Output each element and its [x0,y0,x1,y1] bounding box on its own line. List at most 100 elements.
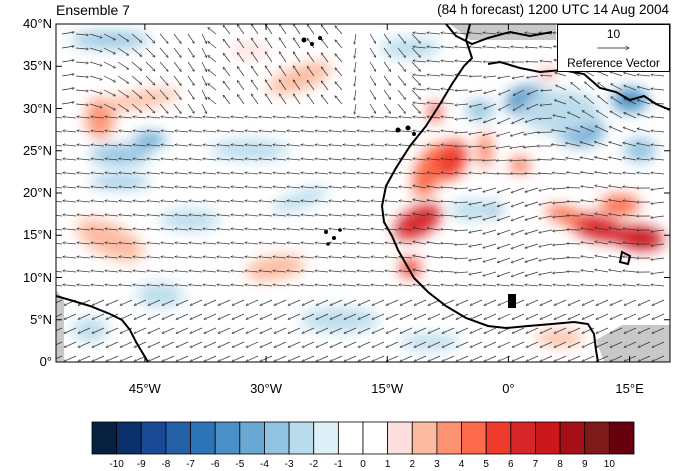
wind-arrow [321,53,329,63]
wind-arrow [371,145,385,147]
wind-arrow [538,173,553,174]
wind-arrow [223,25,231,35]
wind-arrow [56,173,63,175]
wind-arrow [133,243,147,245]
wind-arrow [623,127,637,133]
wind-arrow [274,327,287,333]
wind-arrow [265,80,273,91]
wind-arrow [483,271,497,276]
wind-arrow [91,117,105,119]
wind-arrow [343,257,357,259]
wind-arrow [77,215,91,217]
wind-arrow [134,327,147,333]
wind-arrow [189,257,203,259]
wind-arrow [568,355,581,361]
wind-arrow [371,257,385,259]
wind-arrow [441,117,455,119]
wind-arrow [553,244,567,245]
anomaly-patch [230,42,270,58]
wind-arrow [525,271,539,276]
wind-arrow [427,131,441,133]
wind-arrow [105,243,119,245]
wind-arrow [624,299,637,305]
wind-arrow [302,341,315,347]
wind-arrow [651,201,665,204]
wind-arrow [357,229,371,231]
wind-arrow [372,299,385,305]
wind-arrow [413,47,427,49]
wind-arrow [217,243,231,245]
wind-arrow [232,299,245,305]
wind-arrow [293,94,301,105]
figure-title: Ensemble 7 [56,2,130,18]
wind-arrow [63,145,77,147]
wind-arrow [369,33,376,43]
wind-arrow [567,188,581,189]
lat-label: 0° [39,354,52,369]
wind-arrow [159,33,168,43]
wind-arrow [173,103,181,113]
wind-arrow [427,242,441,245]
wind-arrow [203,271,217,273]
wind-arrow [638,87,651,91]
wind-arrow [208,84,217,91]
wind-arrow [413,200,427,203]
wind-arrow [75,34,88,35]
wind-arrow [469,61,483,63]
wind-arrow [385,117,399,119]
wind-arrow [190,299,203,305]
wind-arrow [638,299,651,305]
wind-arrow [162,327,175,333]
wind-arrow [64,355,77,361]
colorbar-label: 2 [409,459,416,470]
wind-arrow [315,159,329,161]
anomaly-patch [400,258,420,278]
wind-arrow [63,173,77,175]
wind-arrow [637,159,651,161]
wind-arrow [217,131,231,133]
wind-arrow [469,103,483,107]
wind-arrow [623,229,637,231]
wind-arrow [147,229,161,231]
wind-arrow [175,145,189,147]
wind-arrow [428,327,441,333]
wind-arrow [273,215,287,217]
wind-arrow [525,257,539,262]
wind-arrow [623,201,637,203]
wind-arrow [354,61,357,72]
wind-arrow [369,89,376,99]
wind-arrow [147,285,161,287]
wind-arrow [316,299,329,305]
wind-arrow [330,313,343,319]
colorbar-swatch [337,421,364,455]
wind-arrow [441,145,455,147]
wind-arrow [105,271,119,273]
wind-arrow [148,327,161,333]
wind-arrow [498,117,511,124]
wind-arrow [358,313,371,319]
wind-arrow [512,75,525,78]
wind-arrow [77,117,91,119]
wind-arrow [413,33,427,35]
wind-arrow [302,313,315,319]
wind-arrow [623,215,637,217]
wind-arrow [307,80,315,91]
wind-arrow [231,271,245,273]
wind-arrow [610,313,623,319]
colorbar-label: -4 [260,459,269,470]
wind-arrow [91,131,105,133]
wind-arrow [441,89,455,91]
wind-arrow [119,243,133,245]
wind-arrow [189,215,203,217]
anomaly-patch [300,308,380,332]
wind-arrow [455,202,469,203]
wind-arrow [541,75,553,76]
wind-arrow [175,229,189,231]
wind-arrow [484,75,497,77]
wind-arrow [427,214,441,217]
wind-arrow [301,285,315,287]
wind-arrow [386,313,399,319]
wind-arrow [595,242,609,245]
wind-arrow [369,61,376,71]
wind-arrow [357,271,371,273]
